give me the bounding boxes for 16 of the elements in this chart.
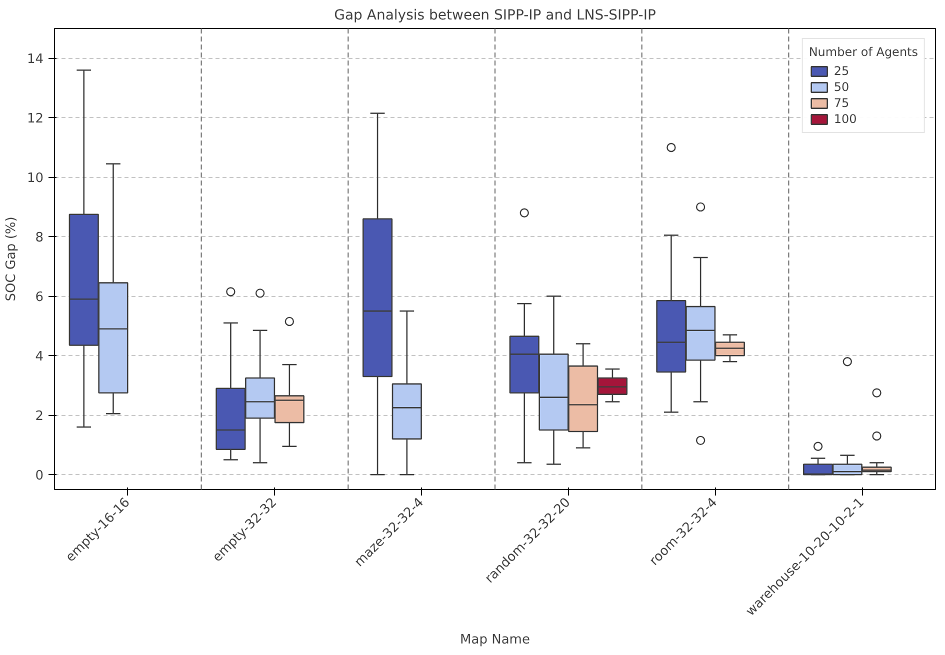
y-tick-label: 12: [26, 112, 44, 127]
legend-label: 25: [834, 64, 850, 78]
y-axis-title: SOC Gap (%): [4, 216, 19, 302]
legend-label: 50: [834, 80, 850, 94]
legend-label: 100: [834, 112, 857, 126]
legend-title: Number of Agents: [808, 45, 918, 59]
y-tick-label: 0: [35, 468, 44, 484]
y-tick-label: 10: [26, 171, 44, 186]
chart-title: Gap Analysis between SIPP-IP and LNS-SIPP-IP: [334, 8, 656, 24]
x-axis-title: Map Name: [460, 632, 530, 648]
legend-label: 75: [834, 96, 850, 110]
y-tick-label: 6: [35, 290, 44, 306]
y-tick-label: 8: [35, 230, 44, 246]
y-tick-label: 4: [35, 350, 44, 365]
y-tick-label: 14: [26, 52, 44, 68]
y-tick-label: 2: [35, 409, 44, 424]
